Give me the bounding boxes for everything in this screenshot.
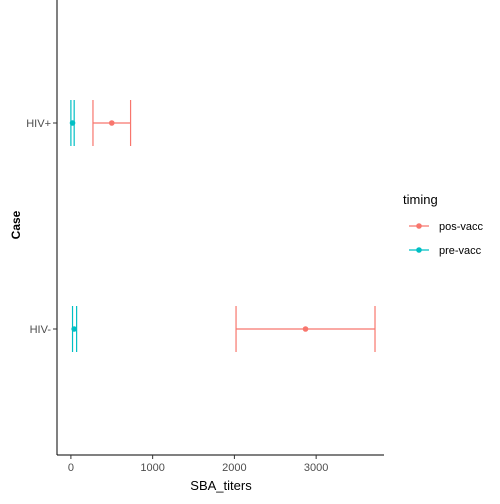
legend-label-pos-vacc: pos-vacc xyxy=(439,221,484,233)
y-tick-label: HIV+ xyxy=(26,118,51,130)
legend-key-pre-vacc-point xyxy=(416,247,422,253)
point-pos-vacc-hivpos xyxy=(108,120,115,126)
x-ticks: 0 1000 2000 3000 xyxy=(68,455,328,474)
x-axis-title: SBA_titers xyxy=(190,478,252,493)
y-tick-label: HIV- xyxy=(30,324,52,336)
point-pre-vacc-hivpos xyxy=(69,120,76,126)
y-axis-title: Case xyxy=(9,210,23,239)
legend-key-pos-vacc-point xyxy=(416,223,422,229)
legend: timing pos-vacc pre-vacc xyxy=(403,192,484,257)
point-pre-vacc-hivneg xyxy=(71,326,77,332)
x-tick-label: 2000 xyxy=(222,462,246,474)
x-tick-label: 0 xyxy=(68,462,74,474)
legend-title: timing xyxy=(403,192,438,207)
x-tick-label: 1000 xyxy=(140,462,164,474)
y-ticks: HIV- HIV+ xyxy=(26,118,57,336)
x-tick-label: 3000 xyxy=(304,462,328,474)
axes: SBA_titers Case xyxy=(9,0,384,493)
series-marks xyxy=(69,100,376,352)
point-pos-vacc-hivneg xyxy=(302,326,309,332)
legend-label-pre-vacc: pre-vacc xyxy=(439,245,482,257)
